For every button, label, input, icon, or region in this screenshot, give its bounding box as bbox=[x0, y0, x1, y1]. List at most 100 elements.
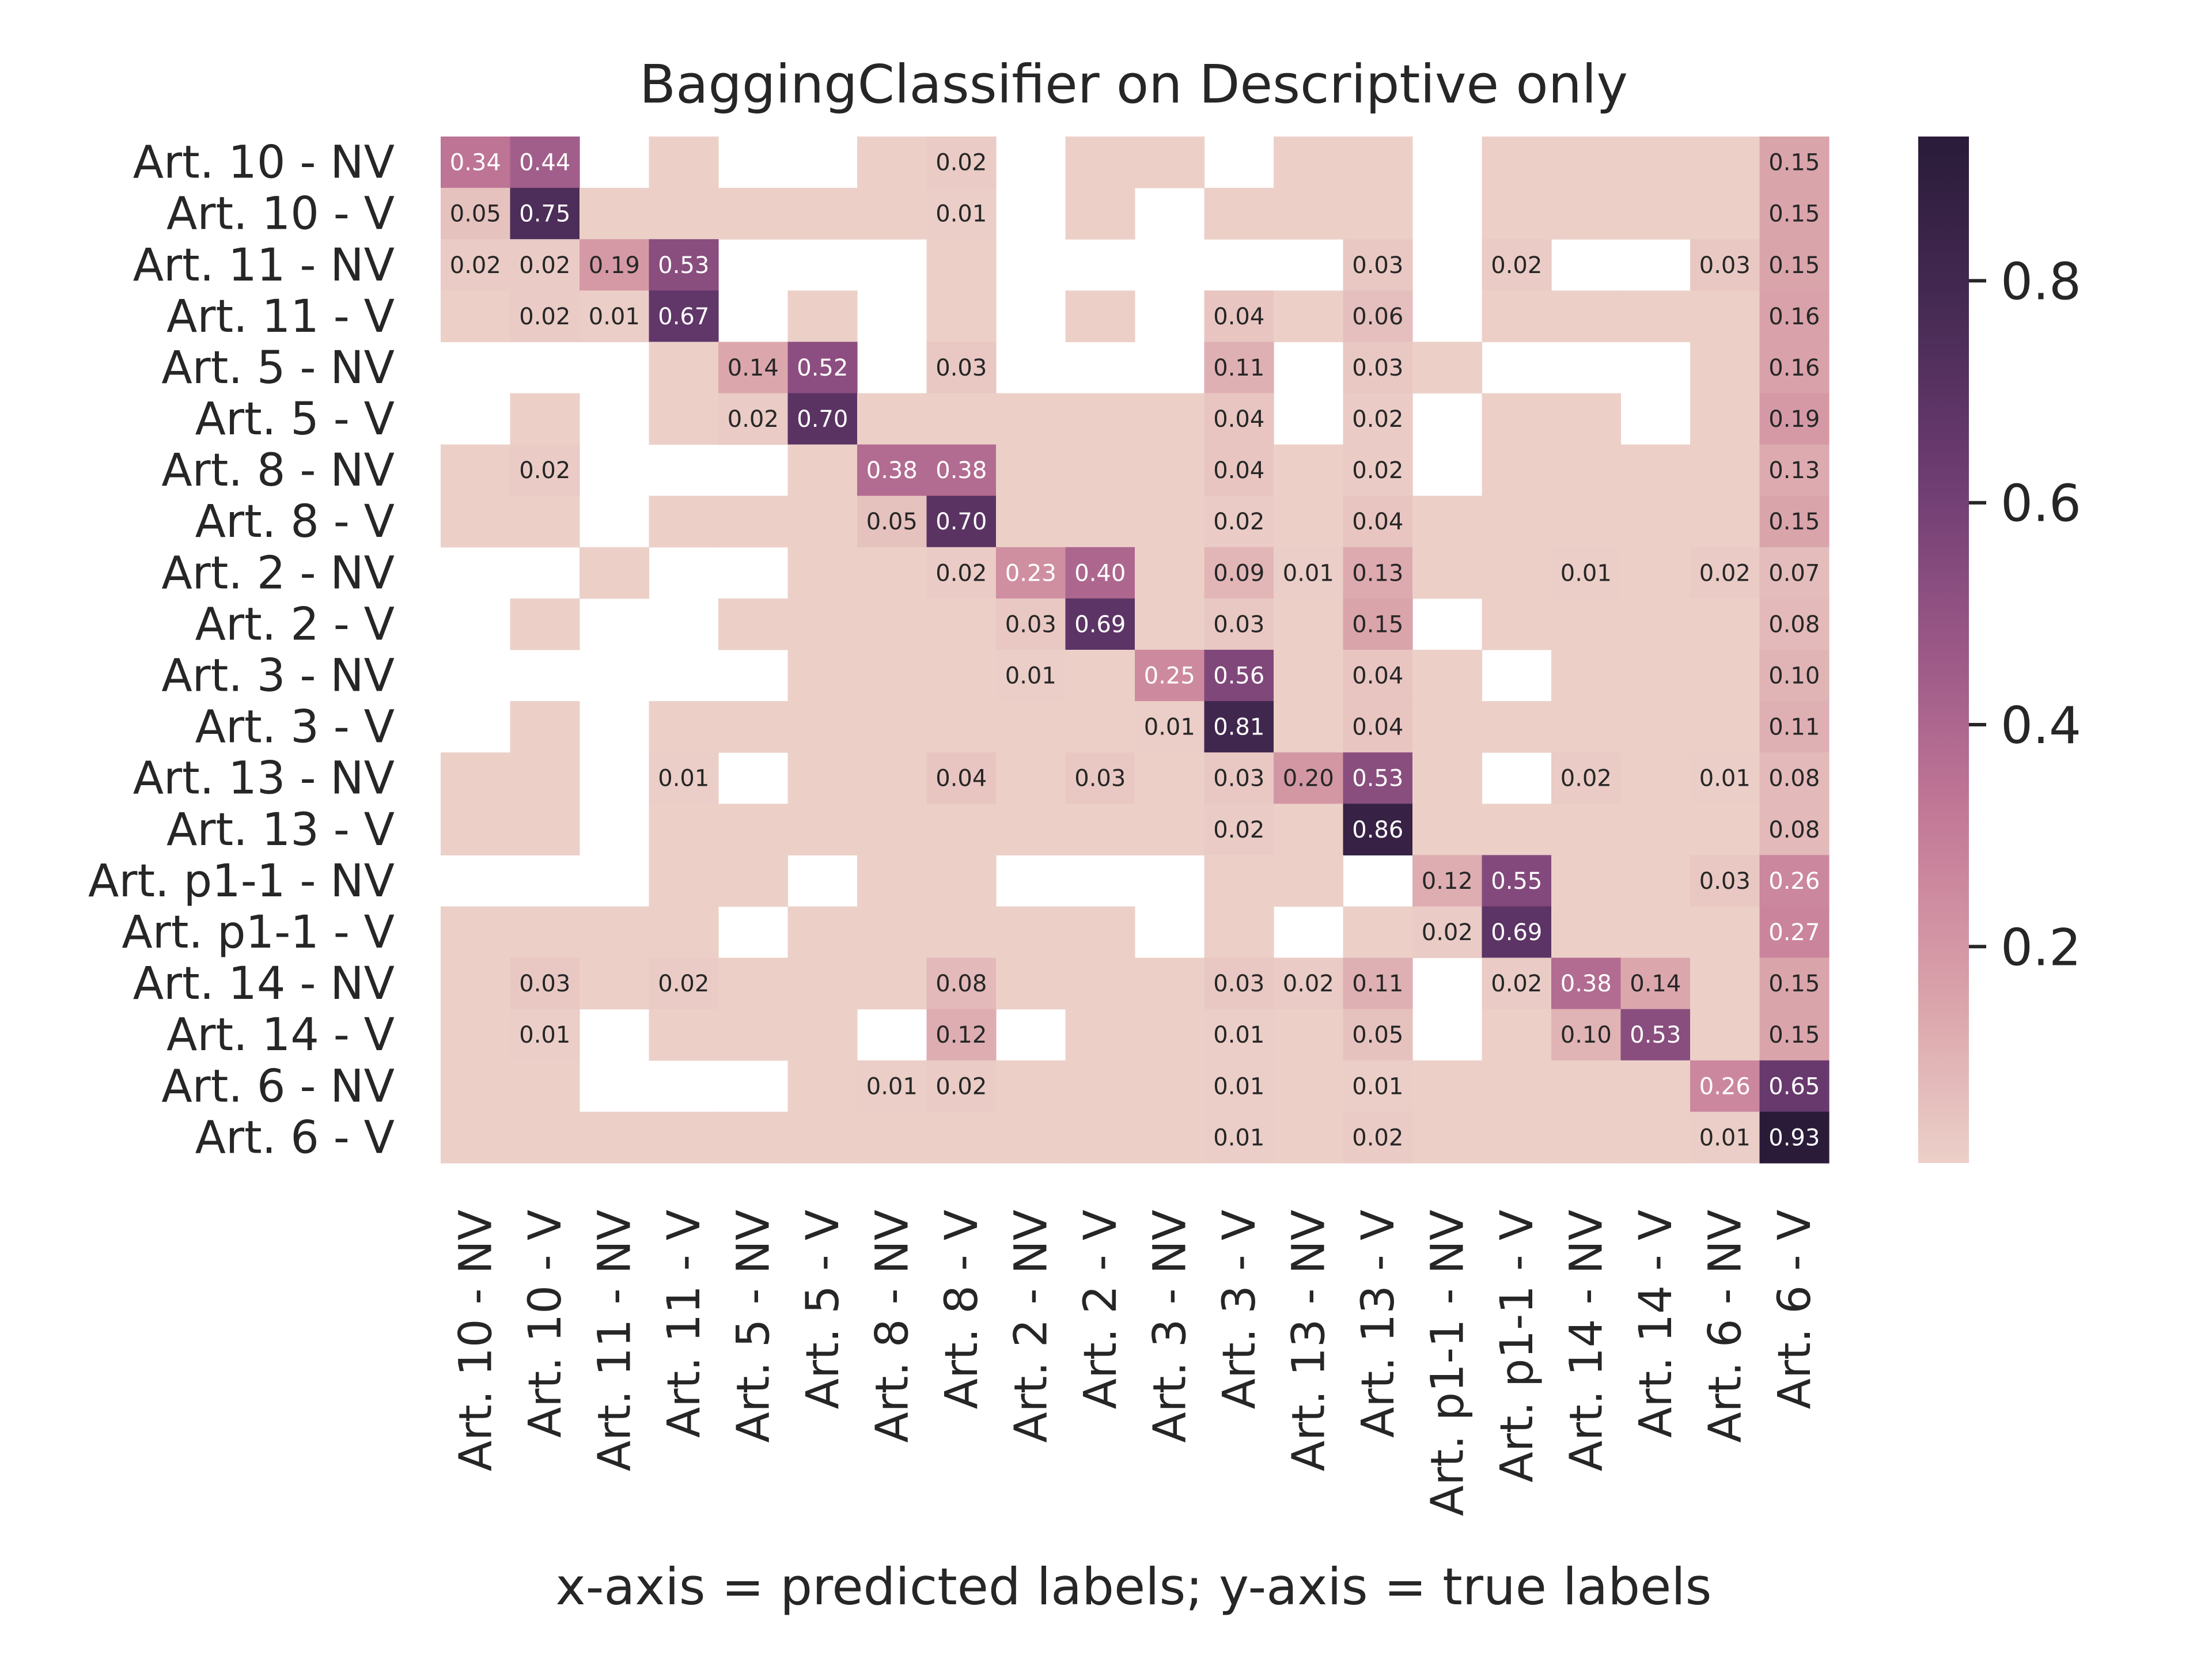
heatmap-cell bbox=[1620, 804, 1691, 855]
cell-value-label: 0.03 bbox=[1213, 971, 1264, 997]
heatmap-cell bbox=[441, 1060, 511, 1112]
heatmap-cell bbox=[857, 957, 927, 1010]
heatmap-cell bbox=[996, 752, 1066, 804]
heatmap-cell bbox=[1412, 752, 1483, 804]
x-tick-label: Art. 13 - V bbox=[1353, 1210, 1404, 1438]
cell-value-label: 0.01 bbox=[519, 1022, 570, 1048]
cell-value-label: 0.20 bbox=[1283, 766, 1334, 792]
x-tick-label: Art. 8 - V bbox=[936, 1210, 988, 1409]
heatmap-cell bbox=[718, 393, 789, 445]
heatmap-cell-labels: 0.34 0.44 0.02 0.15 0.05 0.75 0.01 0.15 0.02 0.02… bbox=[450, 150, 1820, 1152]
heatmap-cell bbox=[787, 1111, 858, 1164]
cell-value-label: 0.01 bbox=[1699, 766, 1751, 792]
heatmap-cell bbox=[926, 547, 997, 599]
heatmap-cell bbox=[1759, 1111, 1830, 1164]
cell-value-label: 0.26 bbox=[1768, 868, 1820, 895]
heatmap-cell bbox=[996, 444, 1066, 497]
heatmap-cell bbox=[1482, 701, 1552, 753]
heatmap-cell bbox=[1690, 1009, 1760, 1061]
heatmap-cell bbox=[1759, 804, 1830, 855]
heatmap-cell bbox=[1204, 855, 1274, 907]
heatmap-cell bbox=[926, 1009, 997, 1061]
heatmap-cell bbox=[1551, 1060, 1622, 1112]
heatmap-cell bbox=[579, 188, 650, 240]
cell-value-label: 0.13 bbox=[1768, 457, 1820, 484]
cell-value-label: 0.53 bbox=[658, 252, 709, 279]
heatmap-cell bbox=[1482, 598, 1552, 650]
heatmap-cell bbox=[1135, 752, 1205, 804]
heatmap-cell bbox=[441, 495, 511, 548]
heatmap-cell bbox=[1551, 855, 1622, 907]
heatmap-cell bbox=[1204, 444, 1274, 497]
heatmap-cell bbox=[1690, 957, 1760, 1010]
heatmap-cell bbox=[787, 342, 858, 394]
cell-value-label: 0.08 bbox=[935, 971, 987, 997]
heatmap-cell bbox=[649, 804, 719, 855]
cell-value-label: 0.01 bbox=[589, 304, 640, 330]
heatmap-cell bbox=[1065, 752, 1135, 804]
heatmap-cell bbox=[857, 906, 927, 959]
heatmap-cell bbox=[649, 752, 719, 804]
cell-value-label: 0.05 bbox=[866, 509, 918, 535]
heatmap-cell bbox=[926, 957, 997, 1010]
heatmap-cell bbox=[510, 1060, 580, 1112]
heatmap-cell bbox=[1343, 804, 1413, 855]
cell-value-label: 0.02 bbox=[1491, 971, 1542, 997]
heatmap-cell bbox=[1412, 342, 1483, 394]
y-tick-label: Art. 3 - NV bbox=[161, 650, 395, 702]
cell-value-label: 0.10 bbox=[1560, 1022, 1612, 1048]
x-tick-label: Art. 5 - V bbox=[797, 1210, 849, 1409]
heatmap-cell bbox=[1065, 598, 1135, 650]
heatmap-cell bbox=[787, 290, 858, 342]
heatmap-cell bbox=[1482, 137, 1552, 188]
x-tick-label: Art. 10 - NV bbox=[450, 1210, 502, 1471]
heatmap-cell bbox=[857, 137, 927, 188]
heatmap-cell bbox=[1274, 804, 1344, 855]
cell-value-label: 0.14 bbox=[728, 355, 779, 381]
cell-value-label: 0.01 bbox=[658, 766, 709, 792]
heatmap-cell bbox=[1343, 1060, 1413, 1112]
heatmap-cell bbox=[787, 444, 858, 497]
heatmap-cell bbox=[1204, 701, 1274, 753]
heatmap-cell bbox=[1551, 547, 1622, 599]
heatmap-cell bbox=[1620, 1111, 1691, 1164]
y-tick-label: Art. 14 - NV bbox=[133, 958, 395, 1010]
y-tick-label: Art. 2 - NV bbox=[161, 547, 395, 599]
heatmap-cell bbox=[1759, 290, 1830, 342]
heatmap-cell bbox=[510, 804, 580, 855]
cell-value-label: 0.08 bbox=[1768, 817, 1820, 843]
heatmap-cell bbox=[1759, 495, 1830, 548]
cell-value-label: 0.01 bbox=[1005, 663, 1056, 690]
heatmap-cell bbox=[1204, 495, 1274, 548]
heatmap-cell bbox=[926, 342, 997, 394]
y-tick-label: Art. 13 - V bbox=[166, 804, 395, 856]
heatmap-cell bbox=[649, 1009, 719, 1061]
heatmap-cell bbox=[1065, 188, 1135, 240]
heatmap-cell bbox=[1620, 495, 1691, 548]
heatmap-cell bbox=[1135, 598, 1205, 650]
cell-value-label: 0.15 bbox=[1768, 1022, 1820, 1048]
heatmap-cell bbox=[1482, 188, 1552, 240]
heatmap-cell bbox=[787, 547, 858, 599]
heatmap-cell bbox=[1690, 393, 1760, 445]
cell-value-label: 0.81 bbox=[1213, 714, 1264, 741]
heatmap-cell bbox=[1204, 188, 1274, 240]
heatmap-cell bbox=[649, 342, 719, 394]
cell-value-label: 0.03 bbox=[1213, 766, 1264, 792]
heatmap-cell bbox=[510, 239, 580, 291]
heatmap-cell bbox=[1343, 188, 1413, 240]
heatmap-cell bbox=[787, 650, 858, 702]
cell-value-label: 0.23 bbox=[1005, 560, 1056, 586]
heatmap-cell bbox=[1135, 1009, 1205, 1061]
heatmap-cell bbox=[1551, 1009, 1622, 1061]
heatmap-cell bbox=[649, 290, 719, 342]
y-tick-label: Art. 10 - NV bbox=[133, 137, 395, 189]
heatmap-cell bbox=[1135, 1060, 1205, 1112]
cell-value-label: 0.05 bbox=[450, 201, 501, 228]
heatmap-cell bbox=[1343, 906, 1413, 959]
y-tick-label: Art. 5 - V bbox=[195, 393, 395, 445]
heatmap-cell bbox=[441, 239, 511, 291]
cell-value-label: 0.26 bbox=[1699, 1073, 1751, 1100]
cell-value-label: 0.03 bbox=[1699, 252, 1751, 279]
cell-value-label: 0.14 bbox=[1630, 971, 1681, 997]
